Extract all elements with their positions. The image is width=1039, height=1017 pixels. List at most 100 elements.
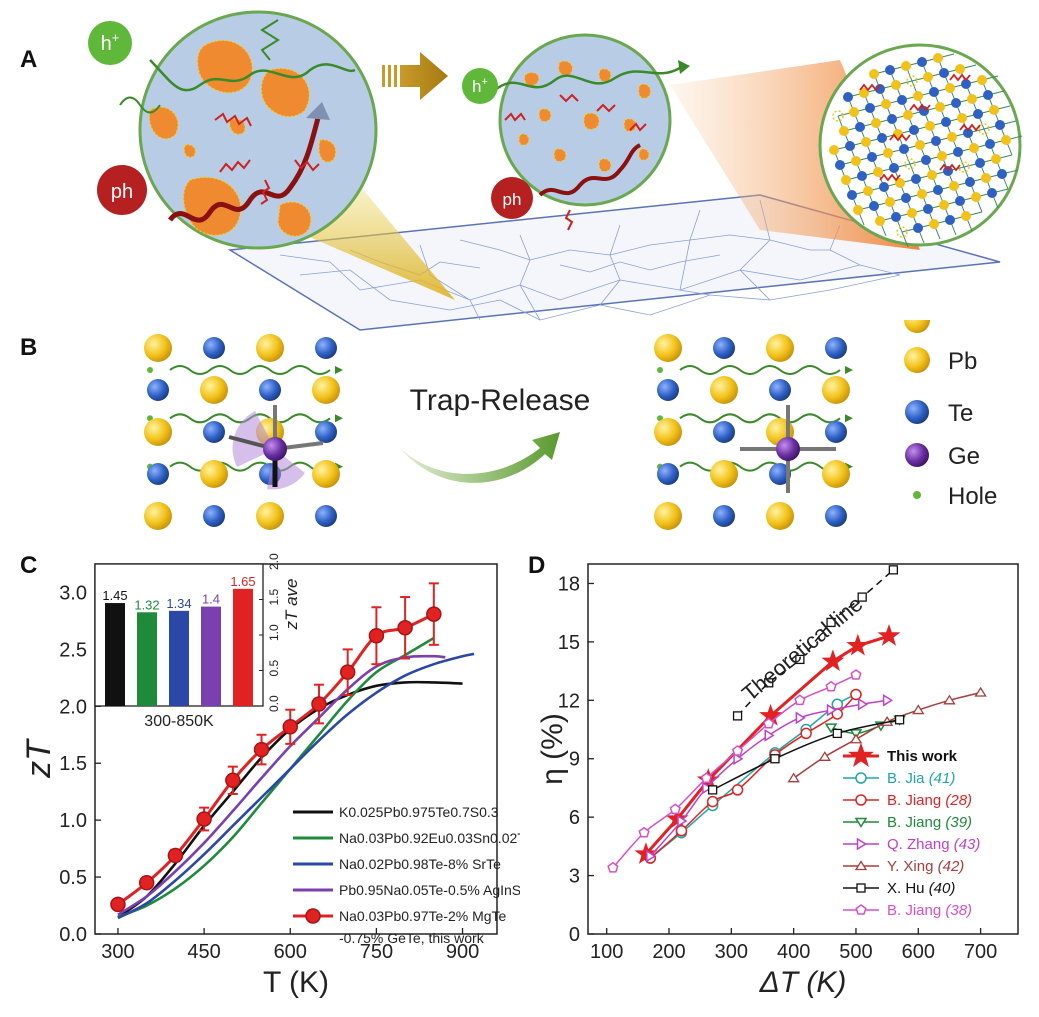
triangle-right-marker xyxy=(702,781,713,795)
x-tick-label: 100 xyxy=(590,941,623,963)
te-atom xyxy=(995,120,1005,130)
lattice-trapped xyxy=(144,334,343,530)
pb-atom xyxy=(144,502,172,530)
pb-atom xyxy=(927,170,937,180)
pb-atom xyxy=(915,140,925,150)
pb-atom xyxy=(871,118,881,128)
circle-marker xyxy=(855,772,867,784)
pb-atom xyxy=(967,94,977,104)
inset-bar-label: 1.32 xyxy=(134,597,159,612)
y-tick-label: 0.0 xyxy=(59,924,87,946)
te-atom xyxy=(203,505,225,527)
te-atom xyxy=(963,128,973,138)
panel-a-illustration: h+ ph xyxy=(88,10,1023,331)
pb-atom xyxy=(144,334,172,362)
pb-atom xyxy=(929,219,939,229)
hole-legend-label: Hole xyxy=(948,483,997,510)
pentagon-marker xyxy=(731,745,744,756)
legend-label: X. Hu (40) xyxy=(887,880,955,897)
pb-atom xyxy=(841,175,851,185)
circle-marker xyxy=(368,627,385,644)
pentagon-marker xyxy=(825,680,837,692)
inset-y-label: zT ave xyxy=(282,578,301,630)
pb-atom xyxy=(1001,135,1011,145)
hole-arrowhead xyxy=(335,366,343,374)
pb-atom xyxy=(957,113,967,123)
circle-marker xyxy=(196,811,212,827)
pentagon-marker xyxy=(855,904,867,915)
te-atom xyxy=(825,421,847,443)
pb-atom xyxy=(925,121,935,131)
pb-atom xyxy=(939,200,949,210)
hole-path xyxy=(169,365,331,375)
pb-atom xyxy=(853,205,863,215)
square-marker xyxy=(770,754,780,764)
square-marker xyxy=(795,654,805,665)
x-tick-label: 700 xyxy=(964,941,997,963)
te-atom xyxy=(865,103,875,113)
panel-b-legend: Pb Te Ge Hole xyxy=(904,320,997,510)
circle-marker xyxy=(282,719,299,735)
legend-ref: (38) xyxy=(945,902,972,919)
triangle-up-marker xyxy=(912,704,925,715)
inset-y-tick-label: 1.0 xyxy=(267,624,281,641)
pb-atom xyxy=(851,156,861,166)
te-atom xyxy=(891,212,901,222)
hole-legend-icon xyxy=(913,491,921,499)
circle-marker xyxy=(311,696,327,712)
legend-ref: (39) xyxy=(945,814,972,831)
circle-marker xyxy=(397,620,413,636)
vacancy xyxy=(832,110,844,122)
x-tick-label: 450 xyxy=(187,941,220,963)
y-tick-label: 1.5 xyxy=(59,753,87,775)
circle-marker xyxy=(850,688,862,701)
triangle-right-marker xyxy=(795,711,806,725)
star-marker xyxy=(665,807,689,829)
ge-atom xyxy=(776,437,800,461)
vacancy xyxy=(896,226,908,238)
pb-atom xyxy=(710,460,738,488)
y-tick-label: 0.5 xyxy=(59,867,87,889)
star-marker xyxy=(846,633,870,656)
triangle-up-marker xyxy=(974,686,987,697)
triangle-right-marker xyxy=(826,703,837,717)
te-atom xyxy=(939,68,949,78)
te-atom xyxy=(875,84,885,94)
plot-frame xyxy=(587,563,1019,935)
series-line xyxy=(612,674,857,869)
svg-text:h+: h+ xyxy=(101,30,120,55)
trap-release-label: Trap-Release xyxy=(410,384,591,417)
pb-atom xyxy=(901,61,911,71)
pb-atom xyxy=(923,72,933,82)
te-atom xyxy=(713,337,735,359)
pb-atom xyxy=(849,107,859,117)
pb-atom xyxy=(312,376,340,404)
legend-ref: (42) xyxy=(938,858,965,875)
hole-dot xyxy=(147,367,153,373)
chart-d-efficiency-vs-dt: 100 200 300 400 500 600 700 0 3 6 9 12 15 18 η (%) ΔT (… xyxy=(536,563,1019,999)
pb-atom xyxy=(933,53,943,63)
te-legend-icon xyxy=(905,400,929,424)
te-atom xyxy=(973,109,983,119)
inset-bar xyxy=(233,588,253,706)
x-axis-label: T (K) xyxy=(263,966,329,999)
legend-label: Y. Xing (42) xyxy=(887,858,964,875)
te-atom xyxy=(911,174,921,184)
te-atom xyxy=(983,90,993,100)
pb-atom xyxy=(863,186,873,196)
circle-marker xyxy=(800,727,812,740)
te-atom xyxy=(657,463,679,485)
inset-bar-label: 1.45 xyxy=(102,588,127,603)
grain-zoom-circle-1 xyxy=(119,10,378,250)
phonon-wave xyxy=(909,103,931,112)
triangle-up-marker xyxy=(943,694,956,705)
pb-atom xyxy=(873,167,883,177)
panel-label-d: D xyxy=(528,552,546,579)
triangle-up-marker xyxy=(787,772,800,783)
pb-atom xyxy=(949,181,959,191)
x-tick-label: 300 xyxy=(101,941,134,963)
x-tick-label: 750 xyxy=(360,941,393,963)
te-atom xyxy=(315,505,337,527)
te-atom xyxy=(879,182,889,192)
te-atom xyxy=(847,190,857,200)
